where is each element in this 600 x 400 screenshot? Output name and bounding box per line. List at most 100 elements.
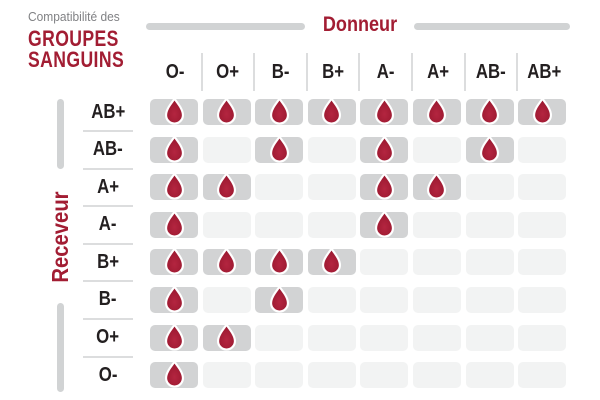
grid-cell-incompatible [307, 136, 356, 163]
column-header: B+ [308, 53, 361, 91]
blood-drop-icon [164, 172, 184, 200]
grid-cell-incompatible [307, 174, 356, 201]
grid-cell-compatible [202, 97, 251, 125]
grid-cell-compatible [465, 135, 514, 163]
grid-cell-incompatible [307, 211, 356, 238]
grid-cell-incompatible [255, 324, 304, 351]
grid-cell-incompatible [518, 136, 567, 163]
donor-axis-bar-right [414, 23, 570, 30]
grid-cell-compatible [202, 247, 251, 276]
grid-cell-incompatible [412, 362, 461, 389]
grid-cell-incompatible [360, 286, 409, 313]
grid-cell-incompatible [307, 324, 356, 351]
column-header-label: A- [376, 60, 395, 83]
blood-drop-icon [164, 322, 184, 351]
grid-cell-compatible [150, 210, 198, 238]
row-label: B- [83, 287, 133, 320]
blood-drop-icon [480, 135, 500, 163]
column-header: AB+ [518, 53, 571, 91]
chart-title-eyebrow: Compatibilité des [28, 9, 120, 24]
column-header: AB- [466, 53, 519, 91]
grid-cell-incompatible [518, 362, 567, 389]
column-header-label: A+ [427, 60, 450, 83]
grid-cell-incompatible [307, 362, 356, 389]
blood-drop-icon [427, 97, 447, 125]
grid-cell-incompatible [360, 324, 409, 351]
grid-cell-incompatible [465, 286, 514, 313]
column-header-label: AB+ [527, 60, 562, 83]
blood-drop-icon [217, 97, 237, 125]
blood-drop-icon [269, 97, 289, 125]
grid-cell-compatible [307, 247, 356, 276]
row-label: O+ [83, 325, 133, 358]
grid-cell-incompatible [255, 211, 304, 238]
chart-title: Compatibilité des GROUPES SANGUINS [28, 9, 148, 72]
blood-drop-icon [217, 247, 237, 275]
blood-drop-icon [164, 135, 184, 163]
blood-drop-icon [269, 247, 289, 275]
column-header: A- [360, 53, 413, 91]
grid-cell-compatible [412, 172, 461, 201]
chart-title-line1: GROUPES [28, 26, 119, 51]
column-header: A+ [413, 53, 466, 91]
grid-cell-incompatible [518, 174, 567, 201]
grid-cell-incompatible [465, 211, 514, 238]
column-header: O- [150, 53, 203, 91]
column-header: O+ [203, 53, 256, 91]
grid-cell-compatible [360, 210, 409, 238]
grid-cell-compatible [150, 360, 198, 389]
blood-drop-icon [164, 97, 184, 125]
blood-drop-icon [427, 172, 447, 200]
grid-cell-incompatible [202, 286, 251, 313]
grid-cell-incompatible [307, 286, 356, 313]
donor-axis-label: Donneur [322, 13, 398, 36]
blood-drop-icon [269, 285, 289, 313]
receiver-axis-label: Receveur [47, 191, 73, 283]
grid-cell-incompatible [412, 211, 461, 238]
grid-cell-compatible [360, 97, 409, 125]
grid-cell-incompatible [465, 174, 514, 201]
grid-cell-compatible [150, 247, 198, 276]
receiver-axis-bar-bottom [57, 303, 64, 392]
grid-cell-incompatible [412, 324, 461, 351]
blood-drop-icon [164, 210, 184, 238]
column-header: B- [255, 53, 308, 91]
grid-cell-incompatible [412, 136, 461, 163]
grid-cell-compatible [150, 135, 198, 163]
grid-cell-compatible [465, 97, 514, 125]
compatibility-grid [150, 97, 567, 389]
grid-cell-incompatible [465, 362, 514, 389]
blood-drop-icon [322, 247, 342, 275]
column-header-label: B- [271, 60, 290, 83]
column-header-label: B+ [322, 60, 345, 83]
blood-drop-icon [322, 97, 342, 125]
blood-drop-icon [374, 97, 394, 125]
grid-cell-compatible [307, 97, 356, 125]
row-label: B+ [83, 249, 133, 283]
blood-drop-icon [164, 285, 184, 313]
grid-cell-incompatible [255, 362, 304, 389]
donor-axis-bar-left [146, 23, 305, 30]
blood-drop-icon [374, 135, 394, 163]
donor-column-headers: O- O+ B- B+ A- A+ AB- AB+ [150, 53, 571, 91]
grid-cell-incompatible [412, 286, 461, 313]
grid-cell-incompatible [202, 136, 251, 163]
grid-cell-incompatible [465, 249, 514, 276]
blood-drop-icon [164, 247, 184, 275]
row-label: O- [83, 362, 133, 388]
receiver-row-labels: AB+ AB- A+ A- B+ B- O+ O- [83, 99, 133, 400]
blood-drop-icon [374, 172, 394, 200]
row-label-text: AB+ [90, 100, 126, 123]
grid-cell-incompatible [518, 249, 567, 276]
row-label-text: B- [99, 288, 117, 311]
grid-cell-compatible [360, 172, 409, 201]
chart-title-line2: SANGUINS [28, 47, 125, 72]
row-label: A- [83, 212, 133, 245]
row-label: AB+ [83, 99, 133, 132]
blood-drop-icon [217, 172, 237, 200]
blood-drop-icon [217, 322, 237, 351]
row-label-text: O+ [96, 326, 120, 349]
grid-cell-compatible [255, 135, 304, 163]
row-label-text: A- [99, 213, 117, 236]
row-label-text: O- [98, 363, 118, 386]
